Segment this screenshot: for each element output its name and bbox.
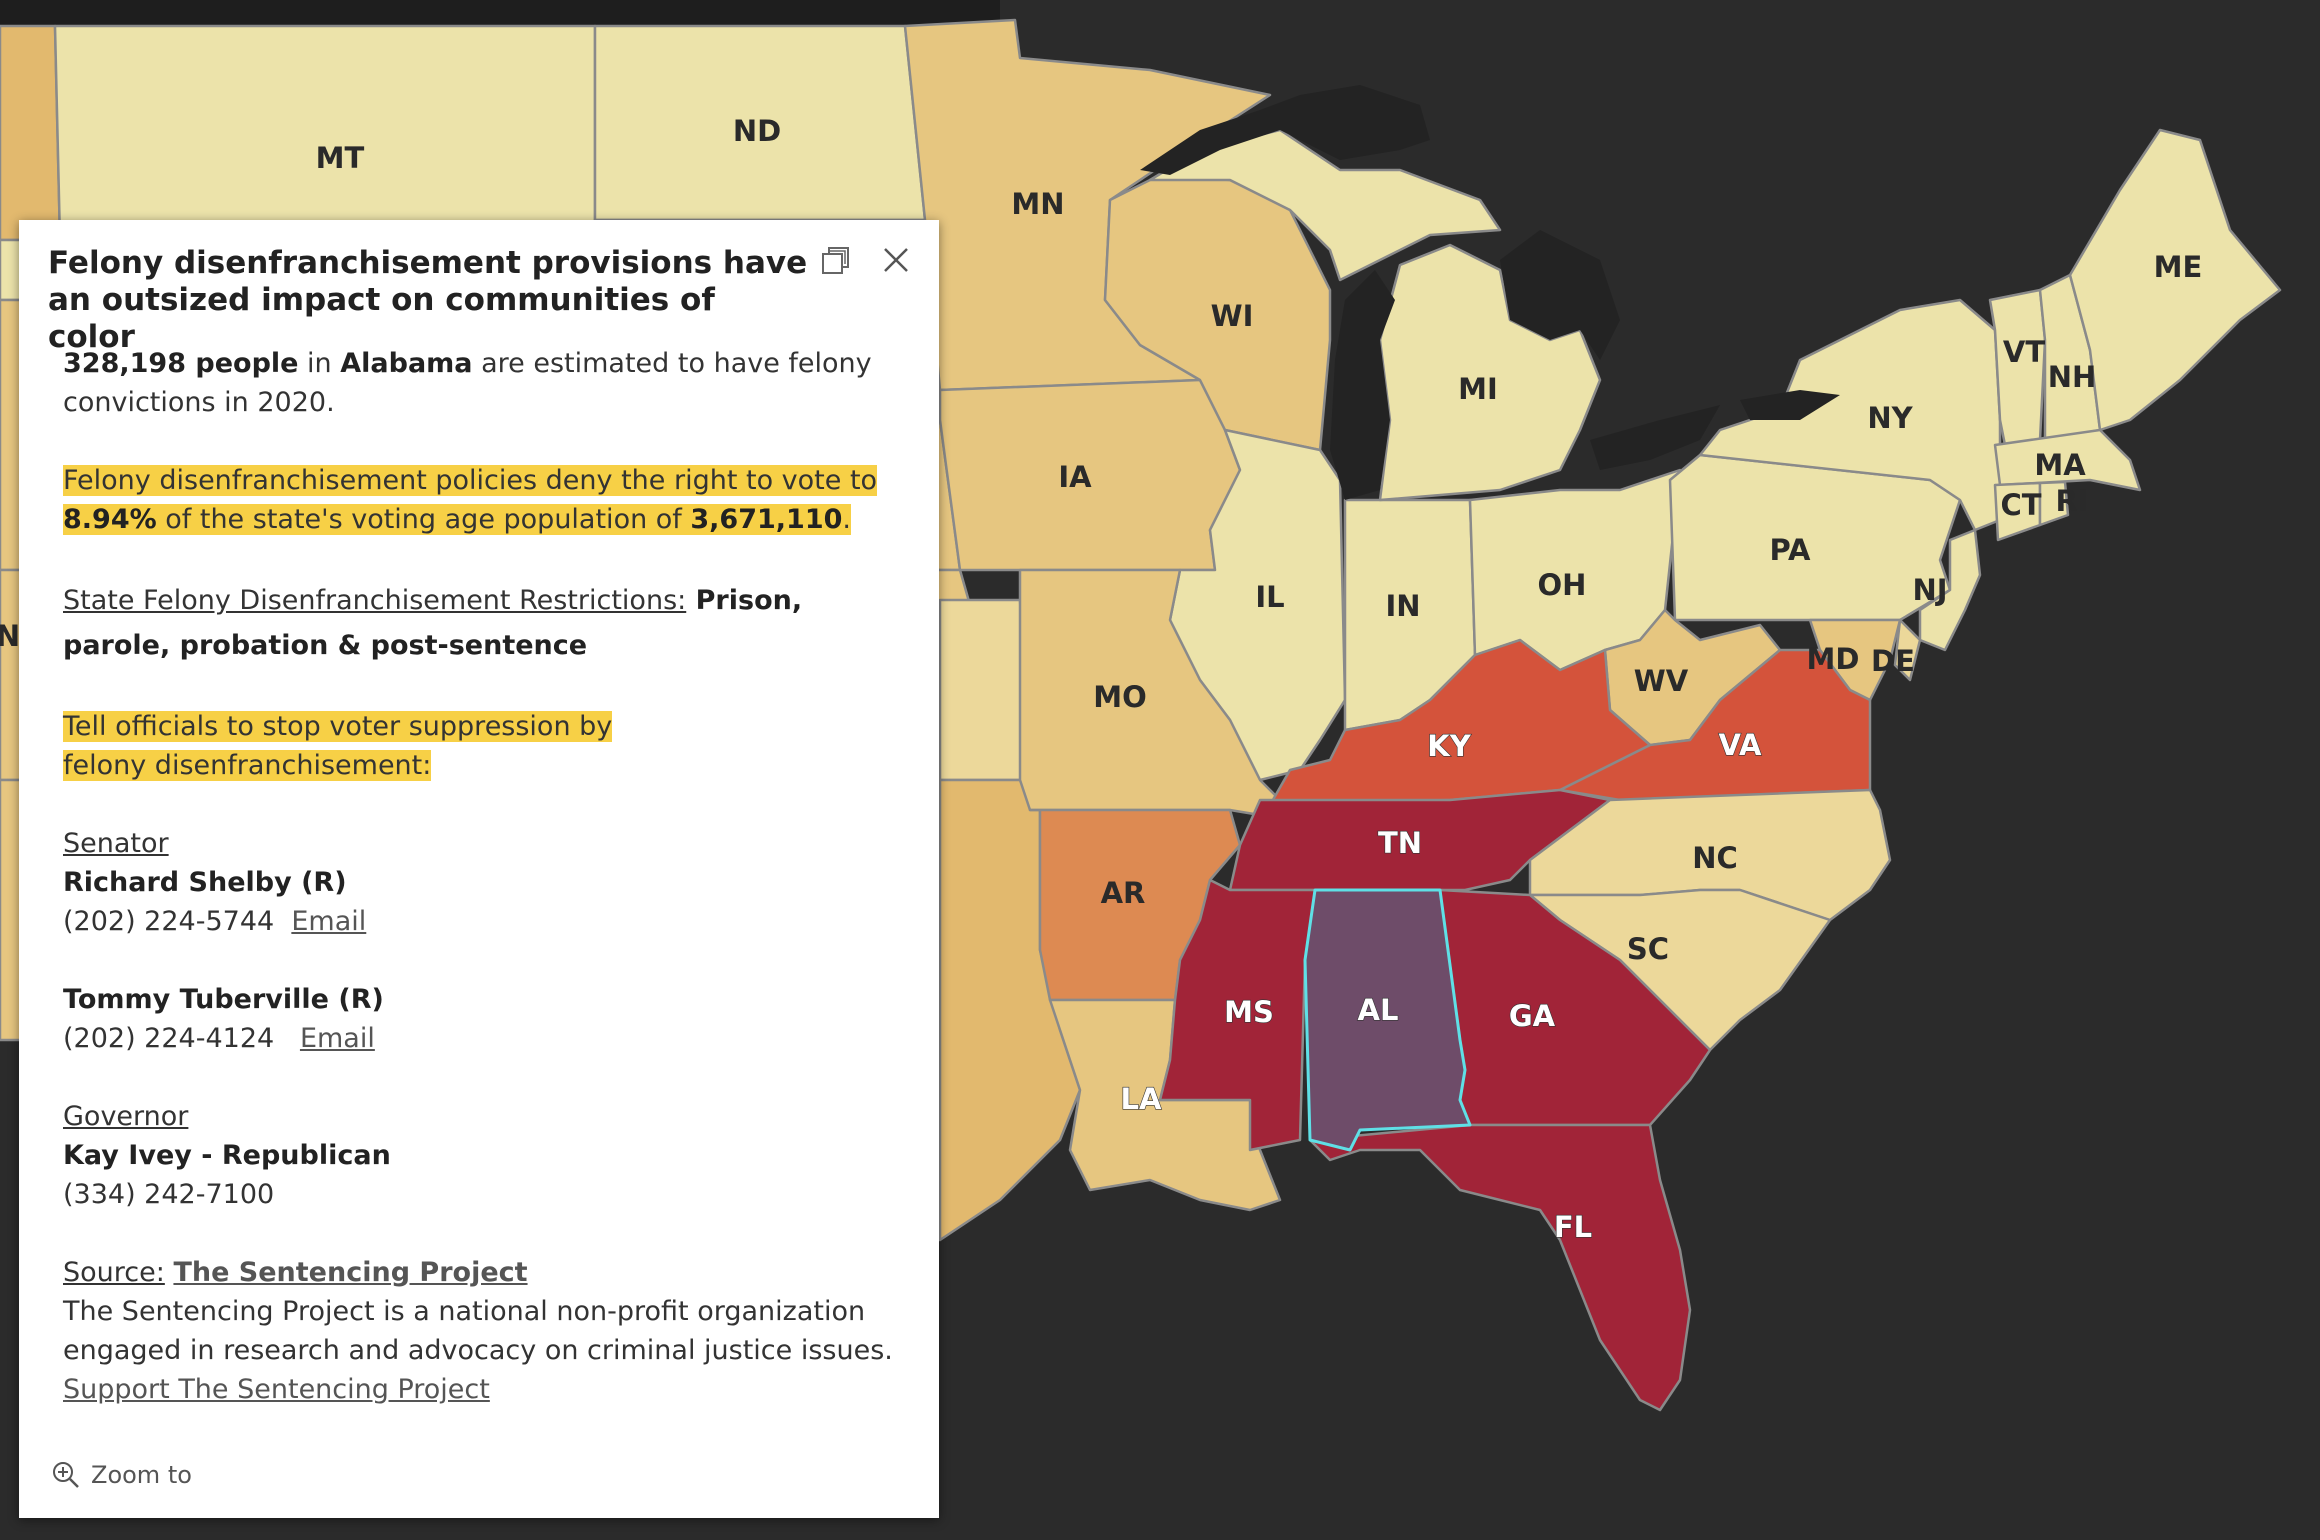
call-to-action: Tell officials to stop voter suppression… (63, 707, 683, 785)
senator-1-name: Richard Shelby (R) (63, 867, 347, 898)
governor-phone: (334) 242-7100 (63, 1179, 275, 1210)
senator-heading-text: Senator (63, 828, 169, 859)
label-ri: RI (2055, 484, 2088, 518)
label-pa: PA (1769, 533, 1811, 567)
governor-heading: Governor (63, 1097, 893, 1136)
maximize-icon[interactable] (816, 240, 856, 280)
in-text: in (298, 348, 341, 379)
label-wv: WV (1634, 664, 1689, 698)
label-ky: KY (1427, 729, 1471, 763)
felony-count-text: 328,198 people in Alabama are estimated … (63, 344, 893, 422)
label-me: ME (2154, 250, 2203, 284)
label-al: AL (1358, 993, 1399, 1027)
label-ma: MA (2034, 448, 2086, 482)
label-de: DE (1871, 644, 1915, 678)
source-description: The Sentencing Project is a national non… (63, 1292, 893, 1409)
policy-mid: of the state's voting age population of (156, 504, 691, 535)
source-line: Source: The Sentencing Project (63, 1253, 893, 1292)
label-mi: MI (1458, 372, 1498, 406)
source-label: Source: (63, 1257, 165, 1288)
state-al-selected[interactable] (1303, 888, 1472, 1152)
label-mo: MO (1093, 680, 1147, 714)
label-ga: GA (1509, 999, 1556, 1033)
label-wi: WI (1211, 299, 1254, 333)
label-n-partial: N (0, 619, 20, 653)
label-nh: NH (2048, 360, 2097, 394)
restrictions-value: Prison, parole, probation & post-sentenc… (63, 585, 803, 661)
state-mi-lower[interactable] (1378, 243, 1602, 502)
info-popup: Felony disenfranchisement provisions hav… (19, 220, 939, 1518)
zoom-in-icon (53, 1462, 79, 1488)
label-in: IN (1385, 589, 1420, 623)
popup-title: Felony disenfranchisement provisions hav… (48, 245, 808, 355)
percent-value: 8.94% (63, 504, 157, 535)
label-vt: VT (2003, 335, 2045, 369)
label-fl: FL (1554, 1210, 1592, 1244)
disenfranchisement-text: Felony disenfranchisement policies deny … (63, 461, 893, 539)
label-nc: NC (1692, 841, 1738, 875)
lake-ontario (1740, 390, 1840, 420)
senator-1-contact: (202) 224-5744 Email (63, 902, 893, 941)
senator-2-phone: (202) 224-4124 (63, 1023, 275, 1054)
senator-1-email-link[interactable]: Email (291, 906, 367, 937)
label-nd: ND (733, 114, 781, 148)
senator-1-phone: (202) 224-5744 (63, 906, 275, 937)
restrictions-text: State Felony Disenfranchisement Restrict… (63, 578, 893, 668)
policy-end: . (842, 504, 852, 535)
state-fl[interactable] (1308, 1123, 1692, 1412)
state-mt[interactable] (53, 24, 597, 242)
label-ms: MS (1224, 995, 1274, 1029)
state-tn[interactable] (1228, 788, 1612, 892)
senator-2-name: Tommy Tuberville (R) (63, 984, 384, 1015)
label-oh: OH (1538, 568, 1587, 602)
label-ny: NY (1867, 401, 1913, 435)
state-va[interactable] (1558, 648, 1872, 802)
state-name: Alabama (340, 348, 473, 379)
state-mi-upper[interactable] (1148, 128, 1502, 282)
lake-superior (1140, 85, 1430, 175)
felony-count: 328,198 people (63, 348, 299, 379)
label-md: MD (1807, 642, 1860, 676)
felony-count-rest: are estimated to have felony convictions… (63, 348, 872, 418)
close-icon[interactable] (876, 240, 916, 280)
call-to-action-text: Tell officials to stop voter suppression… (63, 711, 613, 781)
state-de[interactable] (1893, 618, 1922, 682)
lake-huron (1500, 230, 1620, 360)
restrictions-label: State Felony Disenfranchisement Restrict… (63, 585, 687, 616)
governor-name: Kay Ivey - Republican (63, 1140, 391, 1171)
label-mn: MN (1011, 187, 1064, 221)
lake-erie (1590, 405, 1720, 470)
label-mt: MT (316, 141, 365, 175)
label-ar: AR (1101, 876, 1146, 910)
popup-content: 328,198 people in Alabama are estimated … (63, 344, 893, 1409)
source-desc-text: The Sentencing Project is a national non… (63, 1296, 893, 1366)
population-value: 3,671,110 (690, 504, 843, 535)
governor-heading-text: Governor (63, 1101, 189, 1132)
state-id[interactable] (0, 24, 62, 242)
label-ct: CT (2000, 488, 2041, 522)
label-va: VA (1719, 728, 1762, 762)
policy-text: Felony disenfranchisement policies deny … (63, 465, 878, 496)
senator-2-email-link[interactable]: Email (299, 1023, 375, 1054)
state-ok[interactable] (938, 598, 1032, 782)
highlight-1: Felony disenfranchisement policies deny … (63, 465, 878, 535)
label-la: LA (1121, 1082, 1162, 1116)
label-tn: TN (1378, 826, 1422, 860)
lake-michigan (1330, 270, 1395, 500)
state-nj[interactable] (1918, 528, 1982, 652)
senator-heading: Senator (63, 824, 893, 863)
source-org-link[interactable]: The Sentencing Project (173, 1257, 528, 1288)
label-ia: IA (1058, 460, 1092, 494)
label-sc: SC (1627, 932, 1669, 966)
zoom-to-button[interactable]: Zoom to (51, 1460, 192, 1490)
label-nj: NJ (1912, 573, 1947, 607)
support-link[interactable]: Support The Sentencing Project (63, 1374, 490, 1405)
state-ri[interactable] (2038, 480, 2070, 527)
label-il: IL (1255, 580, 1284, 614)
map-top-strip (0, 0, 1000, 26)
senator-2-contact: (202) 224-4124 Email (63, 1019, 893, 1058)
zoom-to-label: Zoom to (91, 1461, 192, 1489)
state-me[interactable] (2068, 128, 2282, 432)
